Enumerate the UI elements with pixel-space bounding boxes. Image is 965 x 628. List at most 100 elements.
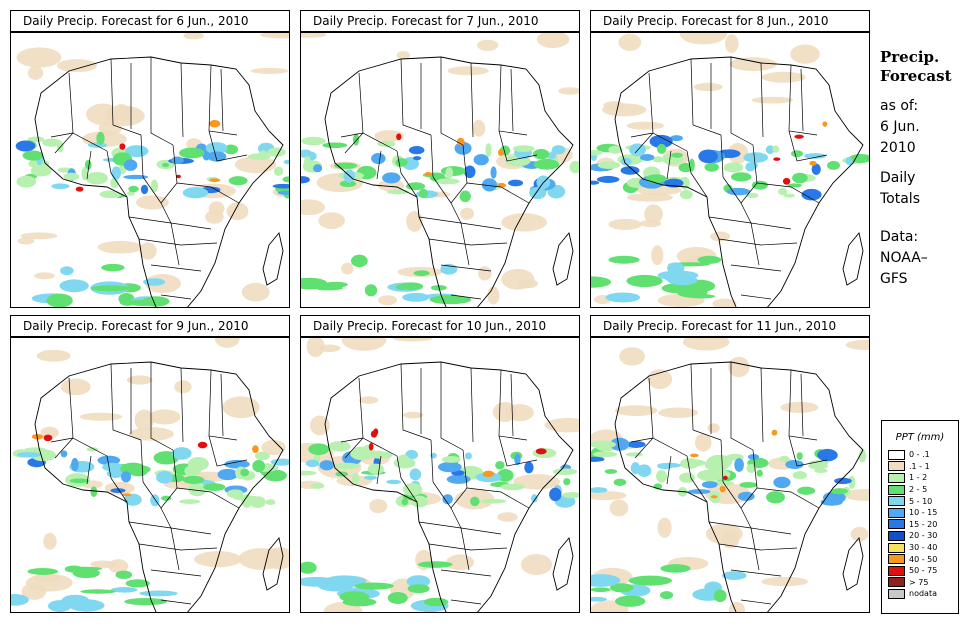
rain-patch (303, 156, 312, 171)
rain-patch (179, 147, 205, 159)
drizzle-patch (544, 418, 579, 433)
rain-patch (407, 584, 430, 594)
country-border (138, 238, 218, 246)
rain-patch (277, 190, 289, 195)
country-border (752, 449, 758, 489)
rain-patch (628, 575, 673, 586)
rain-patch (120, 471, 132, 483)
heavy-rain-spot (75, 186, 84, 192)
rain-patch (834, 477, 852, 485)
country-border (450, 294, 482, 300)
rain-patch (772, 145, 780, 153)
rain-patch (596, 175, 620, 183)
rain-patch (660, 564, 691, 573)
rain-patch (140, 184, 149, 195)
country-border (760, 62, 764, 138)
rain-patch (801, 188, 822, 201)
rain-patch (423, 597, 449, 607)
africa-map (591, 33, 869, 307)
rain-patch (60, 450, 68, 458)
rain-patch (172, 447, 192, 460)
precip-map (10, 337, 290, 613)
drizzle-patch (850, 526, 869, 542)
rain-patch (785, 459, 804, 469)
country-border (690, 58, 722, 136)
heavy-rain-spot (497, 183, 507, 188)
rain-patch (15, 140, 36, 152)
drizzle-patch (751, 96, 793, 104)
rain-patch (671, 152, 683, 158)
country-border (396, 150, 402, 174)
country-border (750, 222, 760, 266)
rain-patch (698, 149, 718, 164)
drizzle-patch (60, 378, 91, 396)
drizzle-patch (644, 204, 663, 224)
rain-patch (591, 440, 616, 449)
rain-patch (552, 468, 578, 475)
rain-patch (597, 161, 621, 169)
rain-patch (402, 292, 430, 302)
rain-patch (301, 136, 326, 146)
rain-patch (591, 596, 607, 602)
madagascar-outline (552, 537, 574, 591)
rain-patch (301, 176, 310, 184)
heavy-rain-spot (43, 434, 53, 442)
totals-line1: Daily (880, 170, 916, 186)
rain-patch (150, 179, 159, 193)
rain-patch (792, 172, 808, 184)
rain-patch (625, 452, 643, 457)
drizzle-patch (487, 286, 500, 305)
rain-patch (820, 498, 843, 506)
country-border (510, 373, 514, 437)
country-border (418, 216, 502, 230)
country-border (756, 487, 820, 509)
rain-patch (59, 279, 89, 293)
rain-patch (495, 461, 505, 470)
rain-patch (364, 284, 378, 297)
rain-patch (90, 486, 98, 498)
legend-label: .1 - 1 (909, 461, 930, 471)
legend-label: 10 - 15 (909, 508, 938, 518)
rain-patch (508, 179, 524, 187)
drizzle-patch (97, 240, 143, 254)
country-border (160, 202, 172, 224)
drizzle-patch (447, 66, 489, 76)
drizzle-patch (341, 262, 354, 275)
rain-patch (697, 255, 722, 264)
precip-map (300, 32, 580, 308)
country-border (752, 144, 758, 184)
legend-label: 50 - 75 (909, 566, 938, 576)
rain-patch (111, 166, 122, 180)
country-border (430, 439, 434, 483)
drizzle-patch (626, 121, 665, 130)
africa-map (301, 33, 579, 307)
rain-patch (150, 494, 160, 507)
drizzle-patch (43, 532, 57, 550)
drizzle-patch (250, 67, 289, 74)
panel-title: Daily Precip. Forecast for 9 Jun., 2010 (10, 315, 290, 337)
country-border (110, 172, 128, 198)
rain-patch (848, 475, 856, 490)
country-border (160, 294, 192, 300)
sidebar-title-line1: Precip. (880, 48, 940, 66)
country-border (720, 439, 724, 483)
rain-patch (639, 154, 655, 161)
data-line2: NOAA– (880, 250, 928, 266)
rain-patch (796, 452, 803, 461)
drizzle-patch (377, 295, 398, 306)
country-border (110, 58, 142, 136)
rain-patch (412, 156, 422, 161)
rain-patch (620, 166, 640, 175)
country-border (400, 363, 432, 441)
drizzle-patch (780, 401, 819, 413)
legend-swatch (888, 449, 905, 460)
heavy-rain-spot (119, 143, 126, 150)
country-border (634, 437, 654, 459)
heavy-rain-spot (689, 453, 699, 458)
madagascar-outline (262, 537, 284, 591)
heavy-rain-spot (723, 475, 728, 480)
country-border (340, 132, 364, 138)
rain-patch (442, 494, 453, 505)
drizzle-patch (234, 156, 277, 174)
drizzle-patch (318, 212, 345, 229)
